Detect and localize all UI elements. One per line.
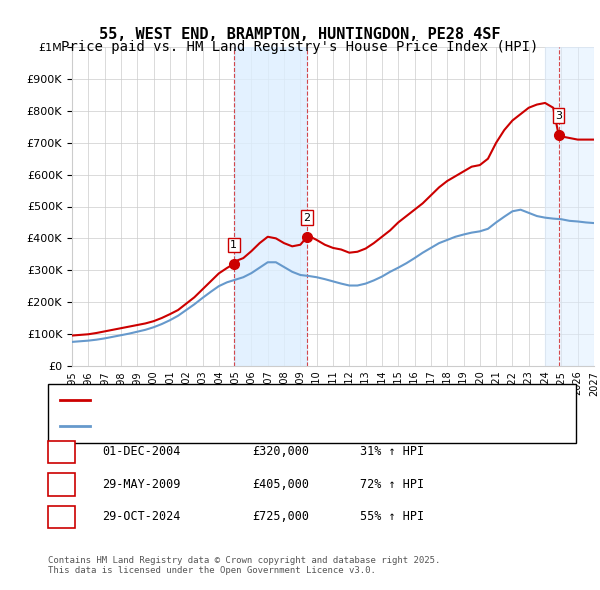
Text: 31% ↑ HPI: 31% ↑ HPI [360, 445, 424, 458]
Text: 55, WEST END, BRAMPTON, HUNTINGDON, PE28 4SF (detached house): 55, WEST END, BRAMPTON, HUNTINGDON, PE28… [96, 395, 477, 405]
Bar [234, 47, 307, 366]
Text: 1: 1 [58, 445, 65, 458]
Bar [545, 47, 594, 366]
Text: 1: 1 [230, 240, 238, 250]
Text: £320,000: £320,000 [252, 445, 309, 458]
Text: 01-DEC-2004: 01-DEC-2004 [102, 445, 181, 458]
Text: 72% ↑ HPI: 72% ↑ HPI [360, 478, 424, 491]
Text: £405,000: £405,000 [252, 478, 309, 491]
Text: 3: 3 [58, 510, 65, 523]
Text: Price paid vs. HM Land Registry's House Price Index (HPI): Price paid vs. HM Land Registry's House … [61, 40, 539, 54]
Text: £725,000: £725,000 [252, 510, 309, 523]
Text: 29-MAY-2009: 29-MAY-2009 [102, 478, 181, 491]
Text: 3: 3 [555, 111, 562, 121]
Text: HPI: Average price, detached house, Huntingdonshire: HPI: Average price, detached house, Hunt… [96, 421, 415, 431]
Text: Contains HM Land Registry data © Crown copyright and database right 2025.
This d: Contains HM Land Registry data © Crown c… [48, 556, 440, 575]
Text: 55% ↑ HPI: 55% ↑ HPI [360, 510, 424, 523]
Text: 55, WEST END, BRAMPTON, HUNTINGDON, PE28 4SF: 55, WEST END, BRAMPTON, HUNTINGDON, PE28… [99, 27, 501, 41]
Text: 2: 2 [58, 478, 65, 491]
Text: 2: 2 [304, 212, 311, 222]
Text: 29-OCT-2024: 29-OCT-2024 [102, 510, 181, 523]
